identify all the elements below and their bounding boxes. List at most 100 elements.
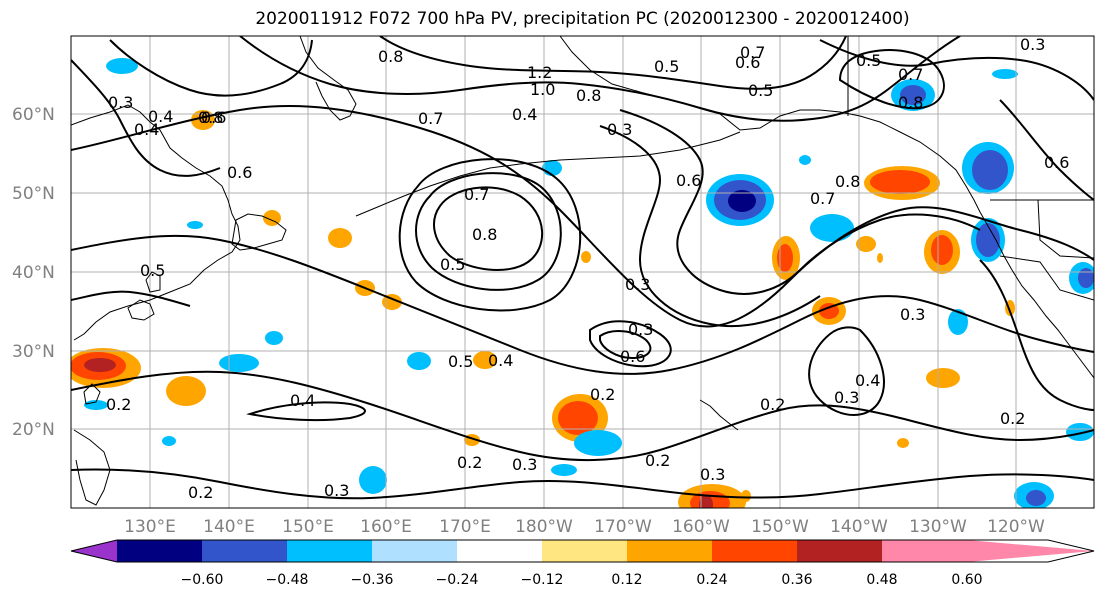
colorbar-segment <box>117 540 202 562</box>
contour-label: 0.6 <box>1044 153 1069 172</box>
contour-label: 0.2 <box>106 395 131 414</box>
colorbar-segment <box>797 540 882 562</box>
contour-label: 0.5 <box>440 255 465 274</box>
precip-positive <box>897 438 909 448</box>
colorbar-segment <box>202 540 287 562</box>
precip-positive <box>84 358 116 372</box>
contour-label: 0.4 <box>855 371 880 390</box>
precip-negative <box>84 400 108 410</box>
colorbar-tick-label: 0.24 <box>696 572 727 588</box>
contour-label: 0.2 <box>188 483 213 502</box>
precip-negative <box>799 155 811 165</box>
precip-positive <box>382 294 402 310</box>
colorbar-segment <box>287 540 372 562</box>
longitude-label: 120°W <box>987 517 1045 537</box>
precip-positive <box>741 490 751 502</box>
contour-label: 0.4 <box>134 120 159 139</box>
map-frame <box>70 35 1095 509</box>
contour-label: 0.3 <box>607 120 632 139</box>
precip-negative <box>407 352 431 370</box>
longitude-axis: 130°E 140°E 150°E 160°E 170°E 180°W 170°… <box>124 517 1045 537</box>
colorbar-tick-label: −0.48 <box>266 572 309 588</box>
precip-negative <box>359 466 387 494</box>
contour-label: 0.6 <box>620 347 645 366</box>
contour-label: 0.8 <box>198 108 223 127</box>
colorbar-tick-label: 0.48 <box>866 572 897 588</box>
precip-negative <box>574 430 622 456</box>
precip-positive <box>856 236 876 252</box>
latitude-axis: 60°N 50°N 40°N 30°N 20°N <box>12 105 55 440</box>
colorbar-tick-label: 0.36 <box>781 572 812 588</box>
contour-label: 0.7 <box>464 185 489 204</box>
precip-positive <box>328 228 352 248</box>
precip-positive <box>191 110 215 130</box>
precip-negative <box>219 354 259 372</box>
precip-positive <box>558 401 598 435</box>
contour-label: 0.8 <box>378 47 403 66</box>
contour-label: 0.5 <box>140 261 165 280</box>
colorbar-segment <box>627 540 712 562</box>
colorbar-extend-high <box>967 540 1094 562</box>
colorbar-segment <box>882 540 967 562</box>
precip-positive <box>819 303 839 319</box>
contour-label: 0.7 <box>740 43 765 62</box>
precip-positive <box>581 251 591 263</box>
contour-label: 0.2 <box>590 385 615 404</box>
contour-label: 0.5 <box>856 51 881 70</box>
precip-negative <box>972 150 1008 190</box>
latitude-label: 50°N <box>12 184 55 204</box>
contour-label: 0.5 <box>748 81 773 100</box>
pv-contours <box>71 36 1094 500</box>
contour-label: 0.3 <box>324 481 349 500</box>
contour-label: 0.2 <box>760 395 785 414</box>
longitude-label: 160°W <box>672 517 730 537</box>
longitude-label: 140°W <box>830 517 888 537</box>
precip-positive <box>473 351 497 369</box>
longitude-label: 140°E <box>203 517 255 537</box>
contour-label: 0.5 <box>448 352 473 371</box>
contour-label: 0.4 <box>488 351 513 370</box>
longitude-label: 130°W <box>909 517 967 537</box>
contour-label: 0.7 <box>418 109 443 128</box>
longitude-label: 180°W <box>515 517 573 537</box>
latitude-label: 30°N <box>12 342 55 362</box>
precip-negative <box>187 221 203 229</box>
contour-labels: 0.8 1.2 1.0 0.8 0.7 0.6 0.5 0.5 0.4 0.7 … <box>106 36 1069 502</box>
contour-label: 0.3 <box>834 388 859 407</box>
longitude-label: 170°W <box>594 517 652 537</box>
precip-positive <box>166 376 206 406</box>
longitude-label: 150°W <box>751 517 809 537</box>
contour-label: 0.4 <box>148 107 173 126</box>
latitude-label: 20°N <box>12 420 55 440</box>
colorbar-tick-label: −0.12 <box>521 572 564 588</box>
contour-label: 0.6 <box>227 163 252 182</box>
contour-label: 0.8 <box>898 93 923 112</box>
precip-negative <box>976 223 1000 257</box>
map-title: 2020011912 F072 700 hPa PV, precipitatio… <box>255 9 910 29</box>
colorbar-tick-label: 0.12 <box>611 572 642 588</box>
precip-negative <box>162 436 176 446</box>
colorbar-tick-label: −0.24 <box>436 572 479 588</box>
precip-positive <box>926 368 960 388</box>
precip-positive <box>870 170 930 194</box>
precip-negative <box>728 190 756 212</box>
longitude-label: 150°E <box>282 517 334 537</box>
contour-label: 0.6 <box>735 53 760 72</box>
colorbar-segment <box>372 540 457 562</box>
contour-label: 0.8 <box>835 172 860 191</box>
contour-label: 0.2 <box>1000 409 1025 428</box>
contour-label: 0.4 <box>290 391 315 410</box>
colorbar-tick-label: −0.36 <box>351 572 394 588</box>
contour-label: 0.3 <box>625 275 650 294</box>
precip-negative <box>948 309 968 335</box>
contour-label: 0.3 <box>108 93 133 112</box>
precip-negative <box>1066 423 1094 441</box>
contour-label: 0.3 <box>628 320 653 339</box>
contour-label: 0.7 <box>898 65 923 84</box>
precip-negative <box>810 214 854 242</box>
precip-negative <box>1078 268 1094 288</box>
contour-label: 0.6 <box>676 171 701 190</box>
contour-label: 0.7 <box>810 189 835 208</box>
contour-label: 0.3 <box>900 305 925 324</box>
colorbar-tick-label: 0.60 <box>951 572 982 588</box>
